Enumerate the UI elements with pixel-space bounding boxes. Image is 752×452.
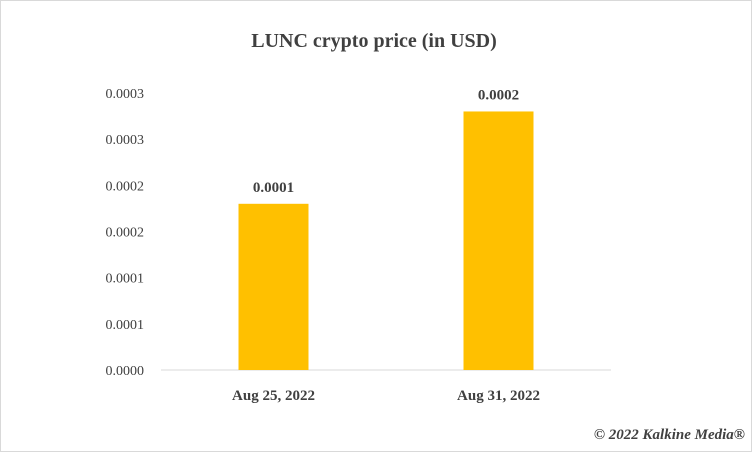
y-tick-label: 0.0002 bbox=[106, 179, 145, 194]
bars bbox=[238, 111, 534, 370]
bar bbox=[463, 111, 534, 370]
y-axis-ticks: 0.0000 0.0001 0.0001 0.0002 0.0002 0.0003 0.00… bbox=[106, 87, 145, 379]
x-axis-categories: Aug 25, 2022 Aug 31, 2022 bbox=[232, 388, 540, 404]
watermark: © 2022 Kalkine Media® bbox=[594, 427, 745, 443]
chart-title: LUNC crypto price (in USD) bbox=[251, 30, 497, 52]
bar-data-label: 0.0002 bbox=[478, 87, 519, 103]
bar-data-label: 0.0001 bbox=[253, 180, 294, 196]
y-tick-label: 0.0002 bbox=[106, 226, 145, 241]
y-tick-label: 0.0003 bbox=[106, 133, 145, 148]
y-tick-label: 0.0001 bbox=[106, 272, 145, 287]
y-tick-label: 0.0000 bbox=[106, 364, 145, 379]
data-labels: 0.0001 0.0002 bbox=[253, 87, 519, 195]
bar bbox=[238, 203, 309, 370]
y-tick-label: 0.0003 bbox=[106, 87, 145, 102]
y-tick-label: 0.0001 bbox=[106, 318, 145, 333]
x-category-label: Aug 25, 2022 bbox=[232, 388, 315, 404]
x-category-label: Aug 31, 2022 bbox=[457, 388, 540, 404]
